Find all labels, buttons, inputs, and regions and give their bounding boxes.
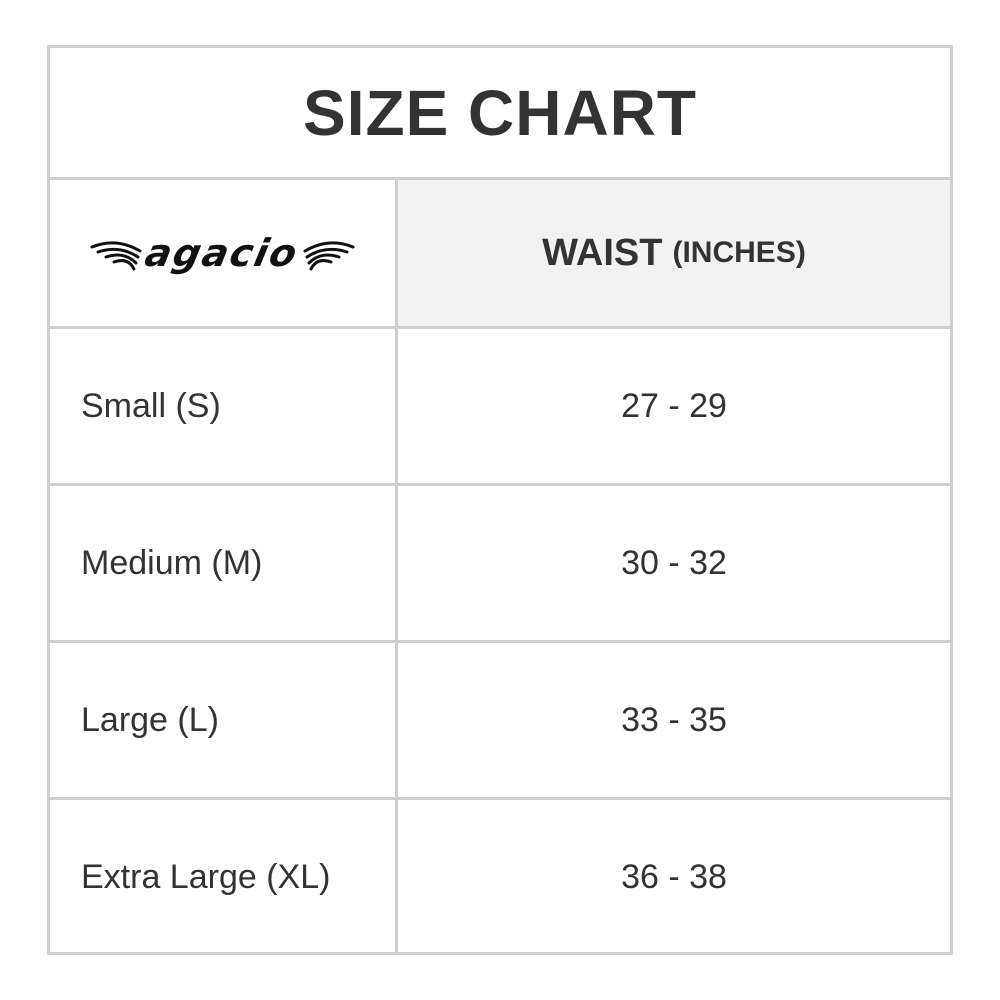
- size-chart-table: SIZE CHART agacio WAIST (INCHES): [47, 45, 953, 955]
- waist-cell: 36 - 38: [621, 857, 727, 896]
- header-row: agacio WAIST (INCHES): [50, 180, 950, 329]
- chart-title: SIZE CHART: [50, 48, 950, 180]
- agacio-logo: agacio: [90, 231, 355, 275]
- waist-cell: 27 - 29: [621, 386, 727, 425]
- brand-logo-cell: agacio: [50, 180, 398, 326]
- waist-column-header: WAIST (INCHES): [398, 180, 950, 326]
- right-wing-icon: [303, 241, 355, 271]
- waist-cell: 30 - 32: [621, 543, 727, 582]
- waist-cell: 33 - 35: [621, 700, 727, 739]
- size-cell: Large (L): [50, 643, 398, 797]
- table-row: Extra Large (XL) 36 - 38: [50, 800, 950, 954]
- table-row: Large (L) 33 - 35: [50, 643, 950, 800]
- left-wing-icon: [90, 241, 142, 271]
- size-cell: Extra Large (XL): [50, 800, 398, 954]
- logo-text: agacio: [141, 231, 304, 275]
- waist-unit: (INCHES): [672, 236, 806, 269]
- table-row: Small (S) 27 - 29: [50, 329, 950, 486]
- table-row: Medium (M) 30 - 32: [50, 486, 950, 643]
- waist-label: WAIST: [542, 231, 663, 274]
- size-cell: Medium (M): [50, 486, 398, 640]
- size-cell: Small (S): [50, 329, 398, 483]
